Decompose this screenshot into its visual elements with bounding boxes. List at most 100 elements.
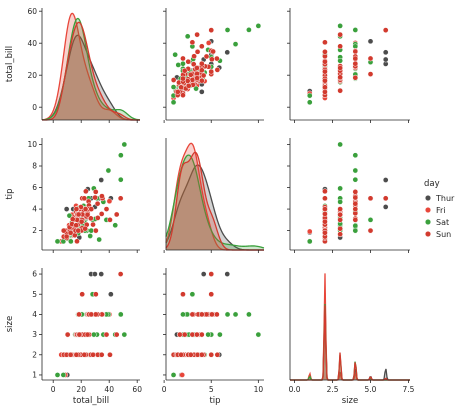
point-sat [105, 167, 112, 174]
point-sun [208, 68, 215, 75]
point-sun [322, 229, 328, 236]
point-sat [232, 311, 239, 318]
point-sun [352, 55, 359, 62]
point-sat [306, 99, 313, 106]
point-sun [189, 77, 196, 83]
point-sat [337, 57, 343, 64]
panel-tip-vs-tip [163, 138, 265, 253]
point-sun [75, 227, 82, 234]
point-sun [180, 75, 186, 82]
y-tick-label: 4 [32, 310, 37, 319]
point-sun [90, 351, 96, 358]
point-sat [96, 236, 103, 243]
point-sun [194, 75, 200, 82]
point-sun [180, 291, 186, 298]
point-sat [337, 185, 343, 192]
point-sun [184, 78, 191, 84]
point-thur [382, 177, 389, 183]
point-sat [54, 372, 61, 378]
point-sun [170, 77, 177, 83]
y-tick-label: 2 [32, 226, 37, 235]
y-tick-label: 1 [32, 371, 37, 380]
point-sun [322, 68, 328, 75]
legend-marker-fri [424, 206, 432, 214]
point-sat [352, 27, 359, 33]
point-sat [180, 311, 186, 318]
point-sun [189, 39, 196, 46]
point-sat [67, 238, 74, 245]
point-sun [73, 222, 80, 229]
legend-label-sun: Sun [436, 230, 451, 239]
point-fri [306, 228, 313, 235]
kde-fill-thur [42, 35, 140, 120]
point-thur [200, 271, 207, 277]
x-tick-label: 40 [104, 385, 114, 394]
point-sun [98, 211, 105, 217]
point-sun [83, 188, 89, 195]
kde-fill-sun [166, 152, 264, 250]
point-sun [322, 206, 328, 212]
point-sun [90, 221, 96, 228]
point-sun [322, 195, 328, 202]
point-sun [352, 74, 359, 81]
point-sat [117, 176, 124, 183]
y-tick-label: 6 [32, 183, 37, 192]
point-sun [337, 65, 343, 71]
point-sun [187, 351, 194, 358]
point-sun [78, 218, 85, 225]
legend: day Thur Fri Sat Sun [424, 179, 455, 239]
point-sat [180, 60, 186, 67]
point-sun [382, 27, 389, 33]
point-sun [322, 188, 328, 195]
point-sun [208, 291, 215, 298]
point-sun [81, 195, 88, 202]
panel-size-vs-size: 0.0 2.5 5.0 7.5 size [289, 268, 415, 406]
y-tick-label: 40 [27, 39, 37, 48]
point-sun [382, 195, 389, 202]
x-tick-label: 7.5 [403, 385, 415, 394]
point-sun [181, 331, 188, 338]
point-sun [322, 58, 328, 65]
point-sat [170, 84, 177, 90]
y-tick-label: 2 [32, 350, 37, 359]
y-tick-label: 0 [32, 103, 37, 112]
kde-line-sun [41, 21, 140, 121]
kde-line-sun [290, 305, 410, 381]
point-sun [92, 194, 98, 201]
panel-total_bill-vs-size [287, 8, 410, 123]
point-sun [209, 311, 215, 318]
x-tick-label: 0 [51, 385, 56, 394]
legend-marker-sat [424, 218, 432, 226]
point-sun [337, 43, 343, 50]
y-tick-label: 4 [32, 205, 37, 214]
x-tick-label: 0.0 [289, 385, 301, 394]
point-sun [214, 55, 220, 62]
legend-title: day [424, 179, 440, 189]
point-sun [73, 351, 80, 358]
y-tick-label: 10 [27, 140, 37, 149]
point-sun [67, 351, 74, 358]
point-sun [208, 27, 215, 33]
kde-line-fri [41, 12, 140, 121]
point-sun [198, 60, 205, 67]
point-sun [185, 82, 192, 89]
point-sat [246, 311, 252, 318]
legend-label-sat: Sat [436, 218, 449, 227]
point-sun [194, 331, 200, 338]
point-sun [113, 211, 120, 218]
y-axis-label-size: size [5, 316, 15, 332]
point-sun [99, 193, 105, 199]
x-tick-label: 5.0 [365, 385, 377, 394]
panel-size-vs-tip: 0 5 10 tip [162, 268, 264, 406]
pairplot-grid: 0 20 40 60 total_bill 2 4 6 8 10 tip 0 20 40 60 1 2 3 4 5 6 t… [5, 7, 415, 406]
point-sun [198, 77, 205, 84]
point-sun [337, 217, 343, 223]
point-sun [82, 225, 89, 232]
point-sun [322, 39, 328, 46]
point-sun [103, 331, 110, 338]
point-sun [337, 225, 343, 232]
point-sun [337, 74, 343, 81]
point-sun [352, 206, 359, 212]
point-sun [73, 206, 80, 212]
kde-line-fri [290, 273, 410, 381]
